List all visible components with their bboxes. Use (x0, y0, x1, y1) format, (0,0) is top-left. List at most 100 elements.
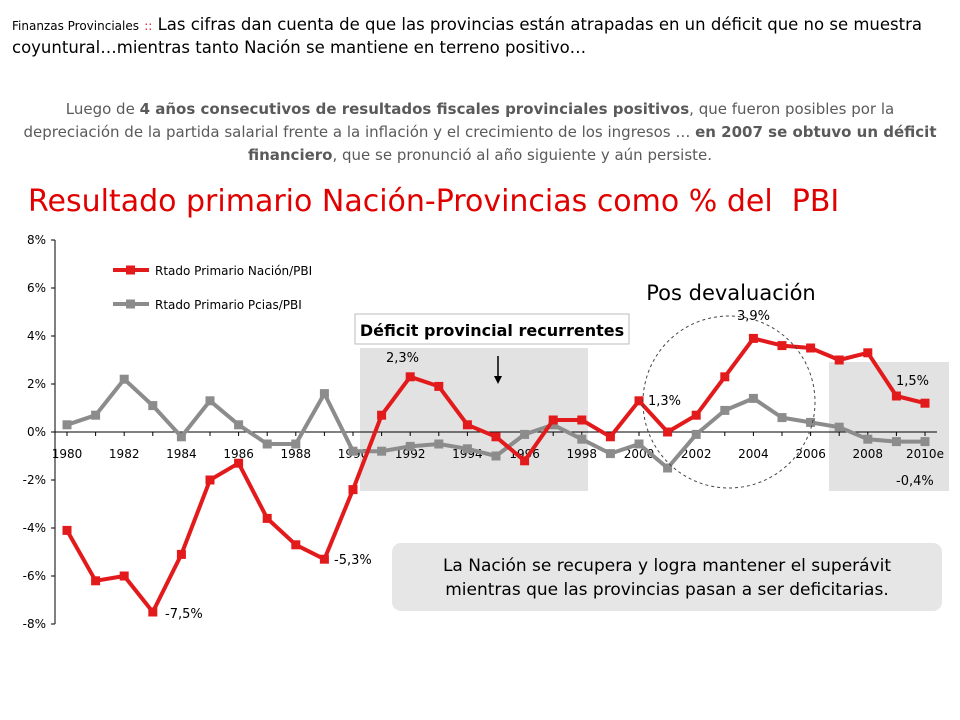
x-tick-label: 1986 (223, 447, 254, 461)
annotation-1-5: 1,5% (896, 374, 929, 389)
data-point-nacion (605, 432, 615, 442)
data-point-pcias (348, 446, 358, 456)
data-point-pcias (863, 434, 873, 444)
y-tick-label: 0% (27, 425, 46, 439)
data-point-pcias (462, 444, 472, 454)
data-point-nacion (863, 348, 873, 358)
data-point-pcias (262, 439, 272, 449)
data-point-nacion (405, 372, 415, 382)
x-tick-label: 1988 (281, 447, 312, 461)
x-tick-label: 1998 (567, 447, 598, 461)
x-tick-label: 1984 (166, 447, 197, 461)
headline: Las cifras dan cuenta de que las provinc… (12, 15, 922, 57)
y-tick-label: -8% (23, 617, 46, 631)
data-point-nacion (691, 410, 701, 420)
data-point-pcias (234, 420, 244, 430)
data-point-pcias (91, 410, 101, 420)
data-point-nacion (891, 391, 901, 401)
annotation-1-3: 1,3% (648, 394, 681, 409)
y-tick-label: 6% (27, 281, 46, 295)
data-point-nacion (520, 456, 530, 466)
data-point-nacion (377, 410, 387, 420)
data-point-nacion (663, 427, 673, 437)
data-point-nacion (777, 341, 787, 351)
data-point-pcias (62, 420, 72, 430)
annotation-neg-7-5: -7,5% (165, 607, 203, 622)
y-tick-label: -4% (23, 521, 46, 535)
data-point-nacion (234, 458, 244, 468)
data-point-nacion (462, 420, 472, 430)
y-tick-label: 4% (27, 329, 46, 343)
legend-swatch-marker (126, 265, 135, 275)
x-tick-label: 2008 (853, 447, 884, 461)
data-point-pcias (691, 429, 701, 439)
x-tick-label: 1992 (395, 447, 426, 461)
data-point-pcias (148, 401, 158, 411)
data-point-pcias (777, 413, 787, 423)
section-separator: :: (144, 19, 153, 33)
pos-devaluacion-label: Pos devaluación (646, 281, 815, 305)
intro-paragraph: Luego de 4 años consecutivos de resultad… (20, 98, 940, 167)
data-point-pcias (663, 463, 673, 473)
intro-text-3: , que se pronunció al año siguiente y aú… (332, 146, 713, 164)
x-tick-label: 1982 (109, 447, 140, 461)
intro-bold-2: en 2007 se obtuvo un déficit financiero (247, 123, 937, 164)
header: Finanzas Provinciales :: Las cifras dan … (12, 14, 948, 59)
callout-line-1: La Nación se recupera y logra mantener e… (443, 556, 891, 576)
data-point-pcias (291, 439, 301, 449)
deficit-arrow-head (494, 376, 502, 384)
data-point-nacion (262, 513, 272, 523)
data-point-nacion (806, 343, 816, 353)
data-point-pcias (605, 449, 615, 459)
data-point-nacion (62, 525, 72, 535)
data-point-nacion (920, 398, 930, 408)
data-point-pcias (720, 405, 730, 415)
data-point-pcias (806, 417, 816, 427)
data-point-nacion (319, 554, 329, 564)
intro-bold-1: 4 años consecutivos de resultados fiscal… (139, 100, 690, 118)
x-tick-label: 2004 (738, 447, 769, 461)
data-point-nacion (491, 432, 501, 442)
annotation-neg-5-3: -5,3% (334, 553, 372, 568)
intro-text-2: , que fueron posibles por la depreciació… (23, 100, 895, 141)
callout-box (392, 543, 942, 611)
data-point-nacion (348, 485, 358, 495)
data-point-pcias (748, 393, 758, 403)
x-tick-label: 2006 (795, 447, 826, 461)
data-point-nacion (748, 333, 758, 343)
x-tick-label: 2002 (681, 447, 712, 461)
data-point-pcias (577, 434, 587, 444)
data-point-nacion (834, 355, 844, 365)
data-point-pcias (377, 446, 387, 456)
data-point-nacion (291, 540, 301, 550)
data-point-nacion (434, 381, 444, 391)
legend-label: Rtado Primario Pcias/PBI (155, 298, 302, 312)
x-tick-label: 1980 (52, 447, 83, 461)
data-point-nacion (634, 396, 644, 406)
callout-line-2: mientras que las provincias pasan a ser … (445, 580, 889, 600)
annotation-3-9: 3,9% (737, 309, 770, 324)
legend-label: Rtado Primario Nación/PBI (155, 264, 312, 278)
data-point-pcias (491, 451, 501, 461)
data-point-pcias (834, 422, 844, 432)
data-point-nacion (205, 475, 215, 485)
deficit-label-box (354, 313, 630, 345)
data-point-nacion (148, 607, 158, 617)
data-point-pcias (205, 396, 215, 406)
section-label: Finanzas Provinciales (12, 19, 139, 33)
data-point-pcias (434, 439, 444, 449)
chart-title: Resultado primario Nación-Provincias com… (28, 184, 840, 219)
data-point-pcias (319, 389, 329, 399)
data-point-pcias (119, 374, 129, 384)
y-tick-label: -6% (23, 569, 46, 583)
y-tick-label: -2% (23, 473, 46, 487)
y-tick-label: 8% (27, 233, 46, 247)
data-point-pcias (176, 432, 186, 442)
data-point-nacion (119, 571, 129, 581)
data-point-pcias (634, 439, 644, 449)
pos-devaluacion-circle (642, 315, 816, 489)
data-point-nacion (548, 415, 558, 425)
data-point-pcias (405, 441, 415, 451)
data-point-nacion (720, 372, 730, 382)
